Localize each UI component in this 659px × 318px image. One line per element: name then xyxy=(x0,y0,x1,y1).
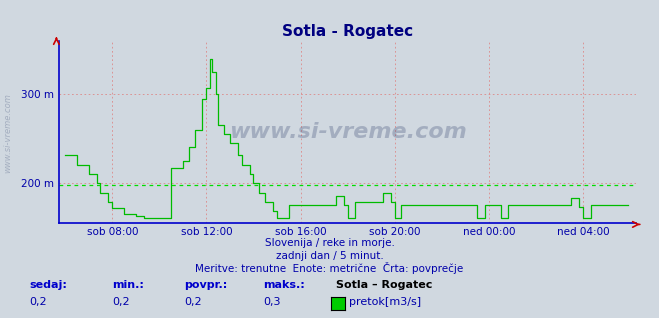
Text: pretok[m3/s]: pretok[m3/s] xyxy=(349,297,421,307)
Text: Meritve: trenutne  Enote: metrične  Črta: povprečje: Meritve: trenutne Enote: metrične Črta: … xyxy=(195,262,464,274)
Text: Slovenija / reke in morje.: Slovenija / reke in morje. xyxy=(264,238,395,248)
Text: sedaj:: sedaj: xyxy=(30,280,67,290)
Text: povpr.:: povpr.: xyxy=(185,280,228,290)
Text: 0,3: 0,3 xyxy=(264,297,281,307)
Text: 0,2: 0,2 xyxy=(112,297,130,307)
Text: zadnji dan / 5 minut.: zadnji dan / 5 minut. xyxy=(275,251,384,261)
Text: www.si-vreme.com: www.si-vreme.com xyxy=(229,122,467,142)
Title: Sotla - Rogatec: Sotla - Rogatec xyxy=(282,24,413,39)
Text: Sotla – Rogatec: Sotla – Rogatec xyxy=(336,280,432,290)
Text: maks.:: maks.: xyxy=(264,280,305,290)
Text: min.:: min.: xyxy=(112,280,144,290)
Text: 0,2: 0,2 xyxy=(30,297,47,307)
Text: 0,2: 0,2 xyxy=(185,297,202,307)
Text: www.si-vreme.com: www.si-vreme.com xyxy=(3,93,13,174)
